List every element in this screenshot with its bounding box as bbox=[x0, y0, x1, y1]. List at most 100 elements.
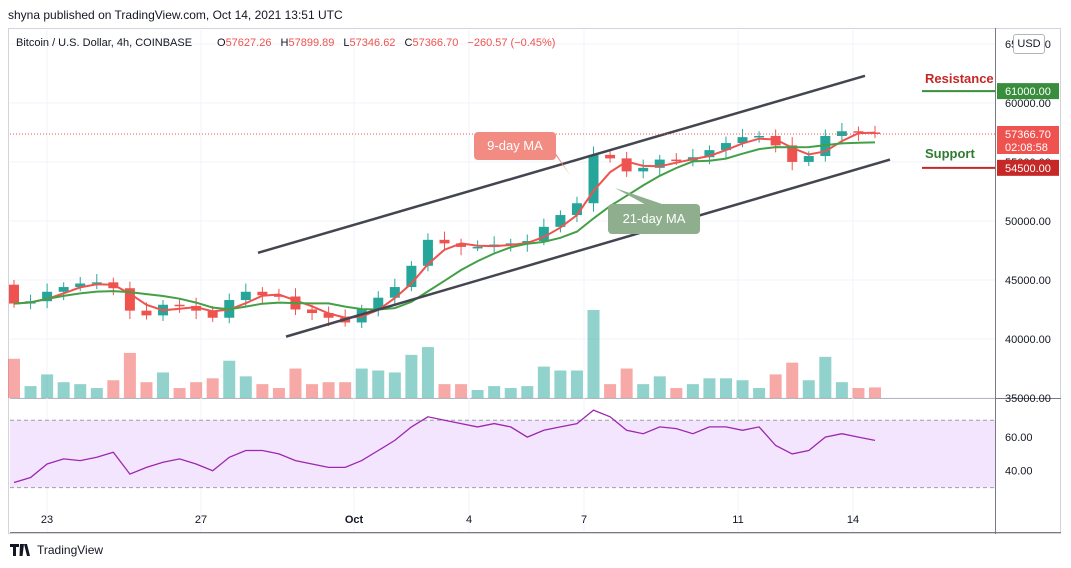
volume-bar bbox=[223, 360, 236, 398]
volume-bar bbox=[41, 374, 54, 398]
candle-body bbox=[770, 135, 781, 146]
ma9-label-box bbox=[474, 132, 556, 160]
volume-bar bbox=[786, 362, 799, 398]
current-price-text: 02:08:58 bbox=[1005, 142, 1048, 154]
symbol-legend: Bitcoin / U.S. Dollar, 4h, COINBASE O576… bbox=[16, 37, 555, 49]
volume-bar bbox=[256, 384, 269, 398]
volume-bar bbox=[570, 370, 583, 398]
support-price-text: 54500.00 bbox=[1005, 163, 1051, 175]
candle-body bbox=[257, 291, 268, 296]
time-tick-label: 27 bbox=[195, 514, 207, 526]
time-tick-label: 23 bbox=[41, 514, 53, 526]
candle-body bbox=[174, 304, 185, 307]
volume-bar bbox=[869, 387, 881, 398]
legend-ohlc: O57627.26 H57899.89 L57346.62 C57366.70 … bbox=[217, 37, 555, 49]
volume-bar bbox=[140, 382, 153, 398]
ma21-line bbox=[13, 141, 876, 311]
rsi-tick-label: 60.00 bbox=[1005, 432, 1033, 444]
candle-body bbox=[853, 131, 864, 133]
candle-body bbox=[754, 135, 765, 138]
volume-bar bbox=[504, 388, 517, 398]
volume-bar bbox=[322, 382, 335, 398]
price-channel bbox=[257, 74, 891, 338]
candle-body bbox=[737, 137, 748, 144]
legend-h-label: H bbox=[281, 37, 289, 49]
resistance-price-badge bbox=[997, 83, 1059, 100]
channel-lower-line bbox=[285, 158, 891, 338]
volume-bar bbox=[388, 372, 401, 398]
candle-body bbox=[638, 167, 649, 172]
candle-body bbox=[704, 150, 715, 158]
volume-bar bbox=[769, 374, 782, 398]
candle-body bbox=[456, 243, 467, 247]
volume-bar bbox=[24, 386, 37, 398]
rsi-tick-label: 40.00 bbox=[1005, 466, 1033, 478]
volume-bar bbox=[272, 388, 285, 398]
volume-bar bbox=[587, 310, 600, 398]
currency-button[interactable]: USD bbox=[1013, 34, 1045, 54]
candle-body bbox=[671, 159, 682, 162]
price-axis: 35000.0040000.0045000.0050000.0055000.00… bbox=[997, 39, 1059, 478]
candle-body bbox=[406, 265, 417, 288]
volume-bars bbox=[8, 310, 881, 398]
price-tick-label: 50000.00 bbox=[1005, 216, 1051, 228]
candle-body bbox=[240, 291, 251, 301]
volume-bar bbox=[74, 384, 87, 398]
volume-bar bbox=[471, 390, 484, 398]
candle-body bbox=[323, 313, 334, 318]
volume-bar bbox=[802, 380, 815, 398]
candle-body bbox=[472, 246, 483, 249]
candle-body bbox=[207, 310, 218, 318]
candle-body bbox=[538, 226, 549, 242]
time-tick-label: 11 bbox=[732, 514, 743, 526]
volume-bar bbox=[306, 384, 319, 398]
rsi-band bbox=[10, 420, 995, 488]
current-price-badge bbox=[997, 125, 1059, 154]
candle-body bbox=[373, 297, 384, 310]
candle-body bbox=[273, 295, 284, 297]
resistance-label: Resistance bbox=[925, 71, 994, 86]
annotations: 9-day MA 21-day MA Resistance Support bbox=[10, 71, 995, 234]
ma21-label-text: 21-day MA bbox=[623, 211, 686, 226]
legend-o-label: O bbox=[217, 37, 226, 49]
ma9-line bbox=[13, 131, 876, 319]
volume-bar bbox=[819, 356, 832, 398]
legend-c-label: C bbox=[405, 37, 413, 49]
candle-body bbox=[654, 159, 665, 168]
volume-bar bbox=[206, 378, 219, 398]
volume-bar bbox=[355, 368, 368, 398]
volume-bar bbox=[8, 358, 20, 398]
volume-bar bbox=[554, 370, 567, 398]
footer-brand[interactable]: TradingView bbox=[10, 543, 103, 557]
chart-frame bbox=[8, 28, 1061, 534]
time-tick-label: 4 bbox=[466, 514, 472, 526]
volume-bar bbox=[521, 386, 534, 398]
ma21-label-box bbox=[608, 204, 700, 234]
candle-body bbox=[439, 239, 450, 244]
candle-body bbox=[422, 239, 433, 266]
candle-body bbox=[42, 291, 53, 302]
volume-bar bbox=[686, 384, 699, 398]
volume-bar bbox=[488, 386, 501, 398]
candle-body bbox=[58, 287, 69, 292]
price-tick-label: 45000.00 bbox=[1005, 275, 1051, 287]
moving-averages bbox=[13, 131, 876, 319]
candle-body bbox=[555, 215, 566, 227]
candle-body bbox=[191, 305, 202, 311]
volume-bar bbox=[852, 388, 865, 398]
rsi-line bbox=[13, 409, 876, 484]
legend-l-label: L bbox=[343, 37, 349, 49]
time-tick-label: 7 bbox=[581, 514, 587, 526]
candle-body bbox=[605, 154, 616, 159]
volume-bar bbox=[620, 368, 633, 398]
volume-bar bbox=[653, 376, 666, 398]
volume-bar bbox=[719, 378, 732, 398]
channel-upper-line bbox=[257, 74, 866, 255]
volume-bar bbox=[753, 388, 766, 398]
candle-body bbox=[787, 145, 798, 162]
volume-bar bbox=[736, 380, 749, 398]
candle-body bbox=[124, 288, 135, 311]
volume-bar bbox=[405, 354, 418, 398]
publisher-caption: shyna published on TradingView.com, Oct … bbox=[8, 8, 343, 22]
